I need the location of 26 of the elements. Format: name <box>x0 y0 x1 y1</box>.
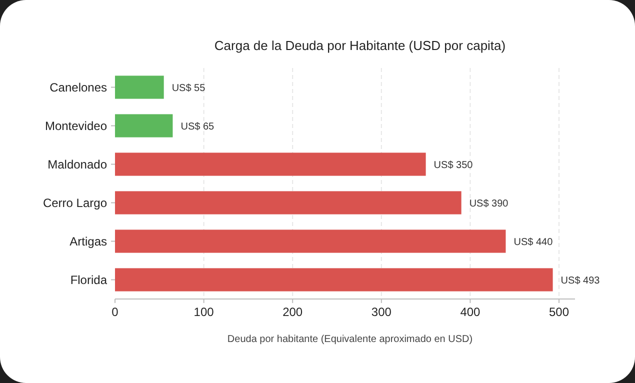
x-tick-label: 300 <box>371 305 392 319</box>
data-label: US$ 493 <box>560 275 600 286</box>
bar <box>115 76 164 99</box>
y-tick-label: Cerro Largo <box>42 196 108 210</box>
y-tick-label: Artigas <box>70 234 107 248</box>
data-label: US$ 55 <box>172 82 206 94</box>
bar <box>115 230 506 253</box>
y-tick-label: Canelones <box>50 80 107 94</box>
data-label: US$ 65 <box>180 121 215 132</box>
x-tick-label: 0 <box>112 305 119 319</box>
x-tick-label: 500 <box>549 305 570 319</box>
y-tick-label: Florida <box>70 272 108 287</box>
x-axis-title: Deuda por habitante (Equivalente aproximado en USD) <box>227 334 473 345</box>
bar <box>115 268 553 292</box>
x-tick-label: 100 <box>194 305 214 319</box>
bar <box>115 114 173 138</box>
y-tick-label: Montevideo <box>44 118 108 133</box>
y-tick-label: Maldonado <box>48 157 108 172</box>
data-label: US$ 350 <box>434 160 474 171</box>
x-tick-label: 200 <box>282 305 303 319</box>
bar <box>115 152 426 176</box>
data-label: US$ 440 <box>514 236 554 248</box>
chart-title: Carga de la Deuda por Habitante (USD por capita) <box>214 38 506 53</box>
bar <box>115 191 462 214</box>
data-label: US$ 390 <box>469 198 509 210</box>
x-tick-label: 400 <box>460 305 481 319</box>
